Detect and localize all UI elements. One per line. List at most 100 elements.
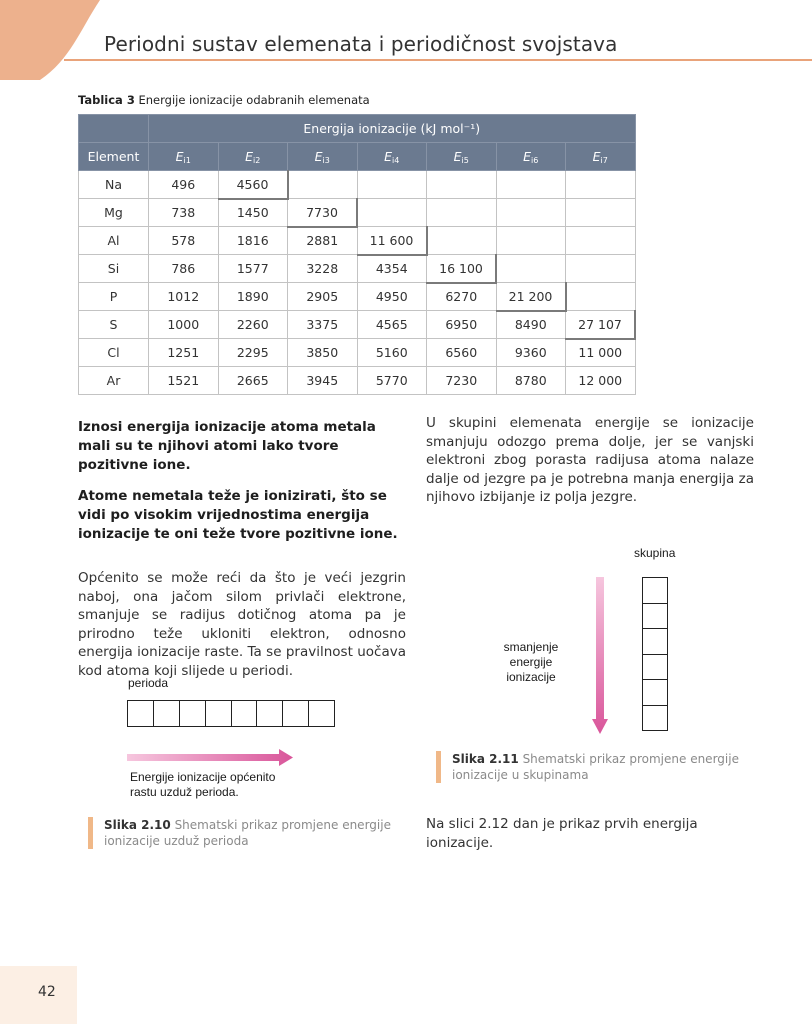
energy-cell: [495, 170, 566, 199]
group-cells: [642, 577, 668, 731]
energy-cell: 4354: [356, 254, 427, 283]
energy-cell: 3945: [287, 366, 358, 395]
energy-cell: 7730: [287, 198, 358, 228]
element-cell: P: [78, 282, 149, 311]
group-cell: [642, 577, 668, 604]
group-cell: [642, 653, 668, 680]
energy-cell: 6270: [426, 282, 497, 311]
energy-symbol: E: [453, 148, 462, 164]
energy-cell: [565, 170, 636, 199]
energy-cell: [495, 226, 566, 255]
group-arrow-text: smanjenje energije ionizacije: [496, 640, 566, 685]
group-cell: [642, 602, 668, 629]
paragraph-metals: Iznosi energija ionizacije atoma metala …: [78, 419, 376, 473]
figure-caption-text-line2: ionizacije uzduž perioda: [104, 834, 249, 848]
energy-cell: 16 100: [426, 254, 497, 284]
energy-symbol: E: [523, 148, 532, 164]
element-column-header: Element: [78, 142, 149, 171]
element-cell: Mg: [78, 198, 149, 227]
energy-cell: 9360: [495, 338, 566, 367]
energy-cell: [426, 170, 497, 199]
energy-cell: 3375: [287, 310, 358, 339]
element-cell: Al: [78, 226, 149, 255]
period-arrow-text-line1: Energije ionizacije općenito: [130, 770, 276, 784]
figure-caption-label: Slika 2.11: [452, 752, 519, 766]
energy-column-header: Ei3: [287, 142, 358, 171]
energy-column-header: Ei5: [426, 142, 497, 171]
period-arrow-text-line2: rastu uzduž perioda.: [130, 785, 239, 799]
energy-cell: 2881: [287, 226, 358, 255]
energy-cell: 2260: [217, 310, 288, 339]
energy-column-header: Ei1: [148, 142, 219, 171]
energy-symbol: E: [175, 148, 184, 164]
energy-subscript: i7: [600, 155, 608, 165]
period-cell: [127, 700, 154, 727]
group-cell: [642, 628, 668, 655]
energy-subscript: i1: [183, 155, 191, 165]
period-cell: [230, 700, 258, 727]
table-caption-label: Tablica 3: [78, 93, 135, 107]
energy-cell: 4950: [356, 282, 427, 311]
energy-cell: 1012: [148, 282, 219, 311]
table-row: Mg 738 1450 7730: [78, 198, 636, 228]
energy-cell: 21 200: [495, 282, 567, 312]
table-group-header-row: Energija ionizacije (kJ mol⁻¹): [78, 114, 636, 143]
energy-cell: [565, 226, 636, 255]
energy-cell: 4565: [356, 310, 427, 339]
energy-cell: 7230: [426, 366, 497, 395]
period-cell: [282, 700, 310, 727]
figure-caption-text: Shematski prikaz promjene energije: [522, 752, 739, 766]
energy-symbol: E: [384, 148, 393, 164]
energy-cell: 11 600: [356, 226, 428, 256]
energy-cell: 3228: [287, 254, 358, 283]
energy-symbol: E: [314, 148, 323, 164]
energy-cell: [565, 254, 636, 283]
period-cell: [308, 700, 336, 727]
period-cell: [152, 700, 180, 727]
element-cell: Ar: [78, 366, 149, 395]
energy-cell: 8780: [495, 366, 566, 395]
energy-cell: [356, 170, 427, 199]
energy-column-header: Ei2: [217, 142, 288, 171]
energy-subscript: i3: [322, 155, 330, 165]
table-row: S 1000 2260 3375 4565 6950 8490 27 107: [78, 310, 636, 340]
energy-subscript: i4: [392, 155, 400, 165]
energy-subscript: i6: [531, 155, 539, 165]
energy-symbol: E: [592, 148, 601, 164]
group-arrow-text-line3: ionizacije: [506, 670, 556, 684]
paragraph-period-trend: Općenito se može reći da što je veći jez…: [78, 570, 406, 679]
table-row: Al 578 1816 2881 11 600: [78, 226, 636, 256]
energy-cell: 1577: [217, 254, 288, 283]
element-cell: Si: [78, 254, 149, 283]
table-corner-cell: [78, 114, 149, 143]
energy-cell: 1251: [148, 338, 219, 367]
energy-cell: 1816: [217, 226, 288, 255]
figure-caption-text: Shematski prikaz promjene energije: [174, 818, 391, 832]
energy-cell: 27 107: [565, 310, 636, 340]
group-label: skupina: [634, 546, 676, 560]
energy-column-header: Ei4: [356, 142, 427, 171]
paragraph-figure-reference: Na slici 2.12 dan je prikaz prvih energi…: [426, 816, 698, 851]
energy-cell: 496: [148, 170, 219, 199]
energy-cell: 2665: [217, 366, 288, 395]
energy-cell: 4560: [217, 170, 289, 200]
energy-cell: [426, 198, 497, 227]
corner-tab-decoration: [0, 0, 100, 80]
group-cell: [642, 704, 668, 731]
ionization-energy-table: Energija ionizacije (kJ mol⁻¹) Element E…: [78, 114, 636, 395]
energy-cell: 1450: [217, 198, 288, 227]
period-arrow-icon: [127, 749, 293, 766]
energy-cell: 12 000: [565, 366, 636, 395]
figure-caption-2-10: Slika 2.10 Shematski prikaz promjene ene…: [88, 817, 391, 849]
period-cell: [178, 700, 206, 727]
energy-cell: 2905: [287, 282, 358, 311]
period-arrow-text: Energije ionizacije općenito rastu uzduž…: [130, 770, 275, 800]
table-row: Cl 1251 2295 3850 5160 6560 9360 11 000: [78, 338, 636, 367]
figure-caption-label: Slika 2.10: [104, 818, 171, 832]
energy-cell: [287, 170, 358, 199]
energy-cell: 6560: [426, 338, 497, 367]
element-cell: Cl: [78, 338, 149, 367]
energy-cell: 1000: [148, 310, 219, 339]
energy-cell: 578: [148, 226, 219, 255]
period-label: perioda: [128, 676, 169, 690]
